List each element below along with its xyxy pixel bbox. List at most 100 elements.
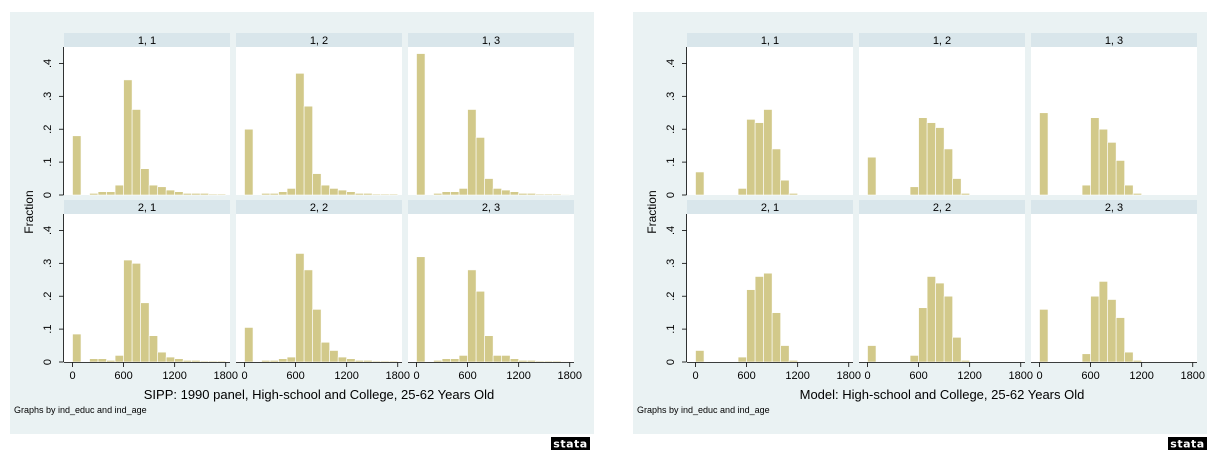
bar bbox=[286, 356, 296, 363]
panel-label: 2, 2 bbox=[310, 202, 328, 214]
bar bbox=[380, 193, 390, 196]
x-tick-label: 0 bbox=[241, 370, 247, 382]
panel-strip bbox=[859, 33, 1025, 47]
bar bbox=[208, 360, 218, 363]
bar bbox=[763, 272, 773, 363]
bar bbox=[1081, 353, 1091, 363]
panel-strip bbox=[1031, 200, 1197, 214]
bar bbox=[952, 178, 962, 196]
bar bbox=[416, 256, 426, 363]
bar bbox=[165, 356, 175, 363]
bar bbox=[295, 73, 305, 196]
panel-strip bbox=[687, 200, 853, 214]
bar bbox=[560, 194, 571, 196]
bar bbox=[312, 309, 322, 363]
bar bbox=[1115, 160, 1125, 196]
panel-strip bbox=[859, 200, 1025, 214]
bar bbox=[320, 341, 330, 363]
bar bbox=[467, 109, 477, 196]
bar bbox=[695, 171, 705, 196]
x-tick-label: 0 bbox=[69, 370, 75, 382]
bar bbox=[363, 193, 373, 196]
y-axis-label: Fraction bbox=[645, 190, 659, 233]
plot-region bbox=[236, 47, 402, 195]
panel-label: 1, 3 bbox=[482, 35, 500, 47]
panel-label: 1, 3 bbox=[1105, 35, 1123, 47]
x-tick-label: 600 bbox=[1081, 370, 1099, 382]
panel-label: 1, 1 bbox=[761, 35, 779, 47]
y-tick-label: .4 bbox=[665, 226, 677, 235]
y-tick-label: .1 bbox=[42, 158, 54, 167]
bar bbox=[371, 193, 382, 196]
bar bbox=[72, 135, 82, 196]
bar bbox=[771, 312, 781, 363]
bar bbox=[458, 355, 468, 363]
bar bbox=[131, 263, 141, 363]
bar bbox=[303, 269, 313, 363]
bar bbox=[388, 193, 399, 196]
bar bbox=[1124, 351, 1134, 363]
bar bbox=[320, 184, 330, 196]
x-tick-label: 1800 bbox=[386, 370, 410, 382]
bar bbox=[329, 350, 339, 363]
bar bbox=[244, 327, 254, 363]
bar bbox=[97, 191, 107, 196]
y-tick-label: 0 bbox=[665, 359, 677, 365]
x-tick-label: 1800 bbox=[1181, 370, 1205, 382]
bar bbox=[926, 122, 936, 196]
bar bbox=[261, 193, 271, 196]
bar bbox=[114, 355, 124, 363]
bar bbox=[371, 360, 382, 363]
bar bbox=[909, 355, 919, 363]
bar bbox=[354, 360, 364, 363]
bar bbox=[458, 188, 468, 196]
bar bbox=[501, 355, 511, 363]
x-tick-label: 1200 bbox=[957, 370, 981, 382]
graph-1: 1, 1 0 .1 .2 .3 .4 1, 2 1, 3 2, 1 0 .1 .2 .3 .4 0 600 12… bbox=[10, 12, 594, 451]
bar bbox=[97, 358, 107, 363]
bar bbox=[1107, 299, 1117, 363]
bar bbox=[261, 360, 271, 363]
bar bbox=[191, 360, 201, 363]
bar bbox=[1039, 112, 1049, 196]
bar bbox=[363, 360, 373, 363]
bar bbox=[1090, 295, 1100, 363]
bar bbox=[354, 193, 364, 196]
bar bbox=[1124, 184, 1134, 196]
panel-strip bbox=[236, 200, 402, 214]
panel-label: 2, 3 bbox=[482, 202, 500, 214]
panel-label: 1, 1 bbox=[138, 35, 156, 47]
bar bbox=[543, 360, 554, 363]
x-tick-label: 600 bbox=[737, 370, 755, 382]
bar bbox=[918, 307, 928, 363]
bar bbox=[518, 360, 528, 363]
bar bbox=[450, 191, 460, 196]
x-tick-label: 600 bbox=[114, 370, 132, 382]
bar bbox=[286, 188, 296, 196]
bar bbox=[380, 360, 390, 363]
graph-2: 1, 1 0 .1 .2 .3 .4 1, 2 1, 3 2, 1 0 .1 .2 .3 .4 0 600 12… bbox=[633, 12, 1207, 451]
bar bbox=[788, 193, 798, 196]
panel-2-1: 2, 1 0 .1 .2 .3 .4 0 600 1200 1800 bbox=[42, 200, 238, 382]
bar bbox=[199, 360, 210, 363]
bar bbox=[918, 117, 928, 196]
bar bbox=[771, 148, 781, 196]
panel-label: 2, 1 bbox=[761, 202, 779, 214]
panel-2-3: 2, 3 0 600 1200 1800 bbox=[408, 200, 582, 382]
bar bbox=[1115, 317, 1125, 363]
bar bbox=[89, 193, 99, 196]
plot-region bbox=[408, 47, 574, 195]
panel-strip bbox=[408, 200, 574, 214]
bar bbox=[450, 358, 460, 363]
bar bbox=[165, 189, 175, 196]
bar bbox=[216, 360, 227, 363]
bar bbox=[106, 360, 116, 363]
y-tick-label: .1 bbox=[42, 325, 54, 334]
x-tick-label: 0 bbox=[864, 370, 870, 382]
panel-strip bbox=[236, 33, 402, 47]
bar bbox=[182, 360, 192, 363]
bar bbox=[754, 122, 764, 196]
bar bbox=[295, 253, 305, 363]
panel-strip bbox=[64, 200, 230, 214]
